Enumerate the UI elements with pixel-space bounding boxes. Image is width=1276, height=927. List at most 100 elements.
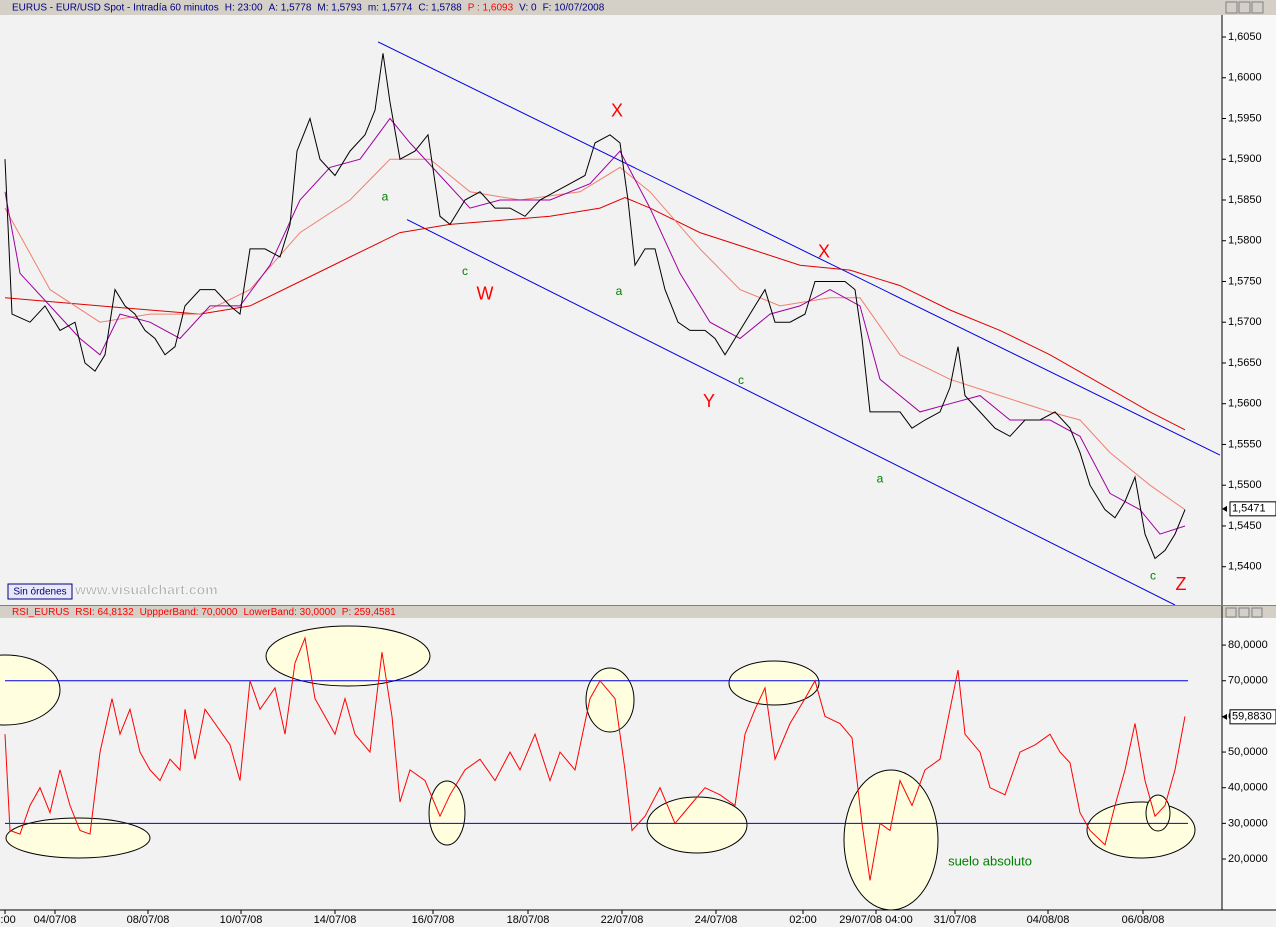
close-button[interactable] [1251, 1, 1264, 14]
x-tick-label: 14/07/08 [314, 914, 357, 926]
y-tick-label: 1,5700 [1228, 316, 1262, 328]
last-value-label: 59,8830 [1232, 711, 1272, 723]
watermark: www.visualchart.com [74, 582, 218, 598]
last-value-marker [1222, 713, 1227, 720]
window-buttons[interactable] [1225, 1, 1264, 618]
wave-label: Z [1176, 574, 1187, 594]
minimize-button[interactable] [1225, 607, 1237, 618]
x-tick-label: 04/07/08 [34, 914, 77, 926]
ellipse [1086, 801, 1196, 859]
x-tick-label: 6:00 [0, 914, 16, 926]
title-part: LowerBand: 30,0000 [243, 607, 336, 618]
last-value-marker [1222, 505, 1227, 512]
line-series [4, 117, 1186, 535]
price-plot [0, 15, 1222, 605]
close-button[interactable] [1251, 607, 1263, 618]
rsi-axis [1222, 618, 1276, 910]
y-tick-label: 1,5450 [1228, 520, 1262, 532]
title-part: P : 1,6093 [468, 2, 514, 13]
channel-line [377, 41, 1221, 456]
y-tick-label: 1,5800 [1228, 235, 1262, 247]
maximize-button[interactable] [1238, 607, 1250, 618]
title-part: C: 1,5788 [418, 2, 462, 13]
wave-label: X [818, 242, 830, 262]
title-part: M: 1,5793 [317, 2, 362, 13]
annotation-note: suelo absoluto [948, 853, 1032, 868]
wave-label: Y [703, 391, 715, 411]
y-tick-label: 50,0000 [1228, 746, 1268, 758]
ellipse [265, 625, 431, 687]
y-tick-label: 1,5500 [1228, 479, 1262, 491]
last-value-box [1229, 709, 1276, 725]
line-series [4, 636, 1186, 881]
x-tick-label: 31/07/08 [934, 914, 977, 926]
price-axis [1222, 15, 1276, 605]
x-tick-label: 22/07/08 [601, 914, 644, 926]
rsi-title-bar [0, 606, 1276, 618]
title-part: A: 1,5778 [269, 2, 312, 13]
wave-label: W [477, 283, 494, 303]
y-tick-label: 1,5750 [1228, 275, 1262, 287]
title-part: RSI: 64,8132 [75, 607, 134, 618]
ellipse [843, 769, 939, 911]
x-tick-label: 04/08/08 [1027, 914, 1070, 926]
minimize-button[interactable] [1225, 1, 1238, 14]
ellipse [585, 667, 635, 733]
y-tick-label: 1,5850 [1228, 194, 1262, 206]
x-tick-label: 24/07/08 [695, 914, 738, 926]
title-part: P: 259,4581 [342, 607, 396, 618]
x-tick-label: 06/08/08 [1122, 914, 1165, 926]
orders-button-label[interactable]: Sin órdenes [13, 587, 66, 598]
ellipse [5, 817, 151, 859]
title-part: EURUS - EUR/USD Spot - Intradía 60 minut… [12, 2, 219, 13]
line-series [4, 53, 1186, 560]
title-part: RSI_EURUS [12, 607, 70, 618]
y-tick-label: 1,5550 [1228, 438, 1262, 450]
y-tick-label: 1,5600 [1228, 398, 1262, 410]
last-value-box [1229, 501, 1276, 517]
title-part: UppperBand: 70,0000 [140, 607, 238, 618]
title-part: F: 10/07/2008 [543, 2, 605, 13]
last-value-label: 1,5471 [1232, 503, 1266, 515]
panel-title: RSI_EURUS RSI: 64,8132 UppperBand: 70,0000… [12, 607, 396, 618]
y-tick-label: 1,6000 [1228, 72, 1262, 84]
wave-label: a [616, 284, 623, 298]
plot-area [4, 41, 1221, 605]
plot-area [4, 636, 1186, 881]
rsi-plot [0, 618, 1222, 910]
y-tick-label: 30,0000 [1228, 817, 1268, 829]
ellipse [428, 780, 466, 846]
wave-label: X [611, 101, 623, 121]
wave-label: c [462, 264, 468, 278]
x-tick-label: 08/07/08 [127, 914, 170, 926]
ellipse [728, 660, 820, 706]
wave-label: c [738, 373, 744, 387]
panel-title: EURUS - EUR/USD Spot - Intradía 60 minut… [12, 2, 605, 13]
title-part: m: 1,5774 [368, 2, 413, 13]
y-tick-label: 1,5900 [1228, 153, 1262, 165]
orders-button[interactable] [7, 583, 73, 600]
wave-label: c [1150, 569, 1156, 583]
y-tick-label: 40,0000 [1228, 782, 1268, 794]
ellipse [646, 796, 748, 854]
title-bar [0, 0, 1276, 15]
x-tick-label: 18/07/08 [507, 914, 550, 926]
maximize-button[interactable] [1238, 1, 1251, 14]
x-tick-label: 29/07/08 04:00 [839, 914, 912, 926]
wave-label: a [382, 190, 389, 204]
x-tick-label: 16/07/08 [412, 914, 455, 926]
x-tick-label: 02:00 [789, 914, 817, 926]
y-tick-label: 80,0000 [1228, 639, 1268, 651]
y-tick-label: 20,0000 [1228, 853, 1268, 865]
channel-line [406, 219, 1176, 605]
y-tick-label: 1,6050 [1228, 31, 1262, 43]
y-tick-label: 1,5950 [1228, 112, 1262, 124]
x-axis-strip [0, 910, 1276, 927]
y-tick-label: 1,5400 [1228, 561, 1262, 573]
x-tick-label: 10/07/08 [220, 914, 263, 926]
highlight-ellipses [0, 625, 1196, 911]
title-part: V: 0 [519, 2, 537, 13]
ellipse [0, 654, 61, 726]
